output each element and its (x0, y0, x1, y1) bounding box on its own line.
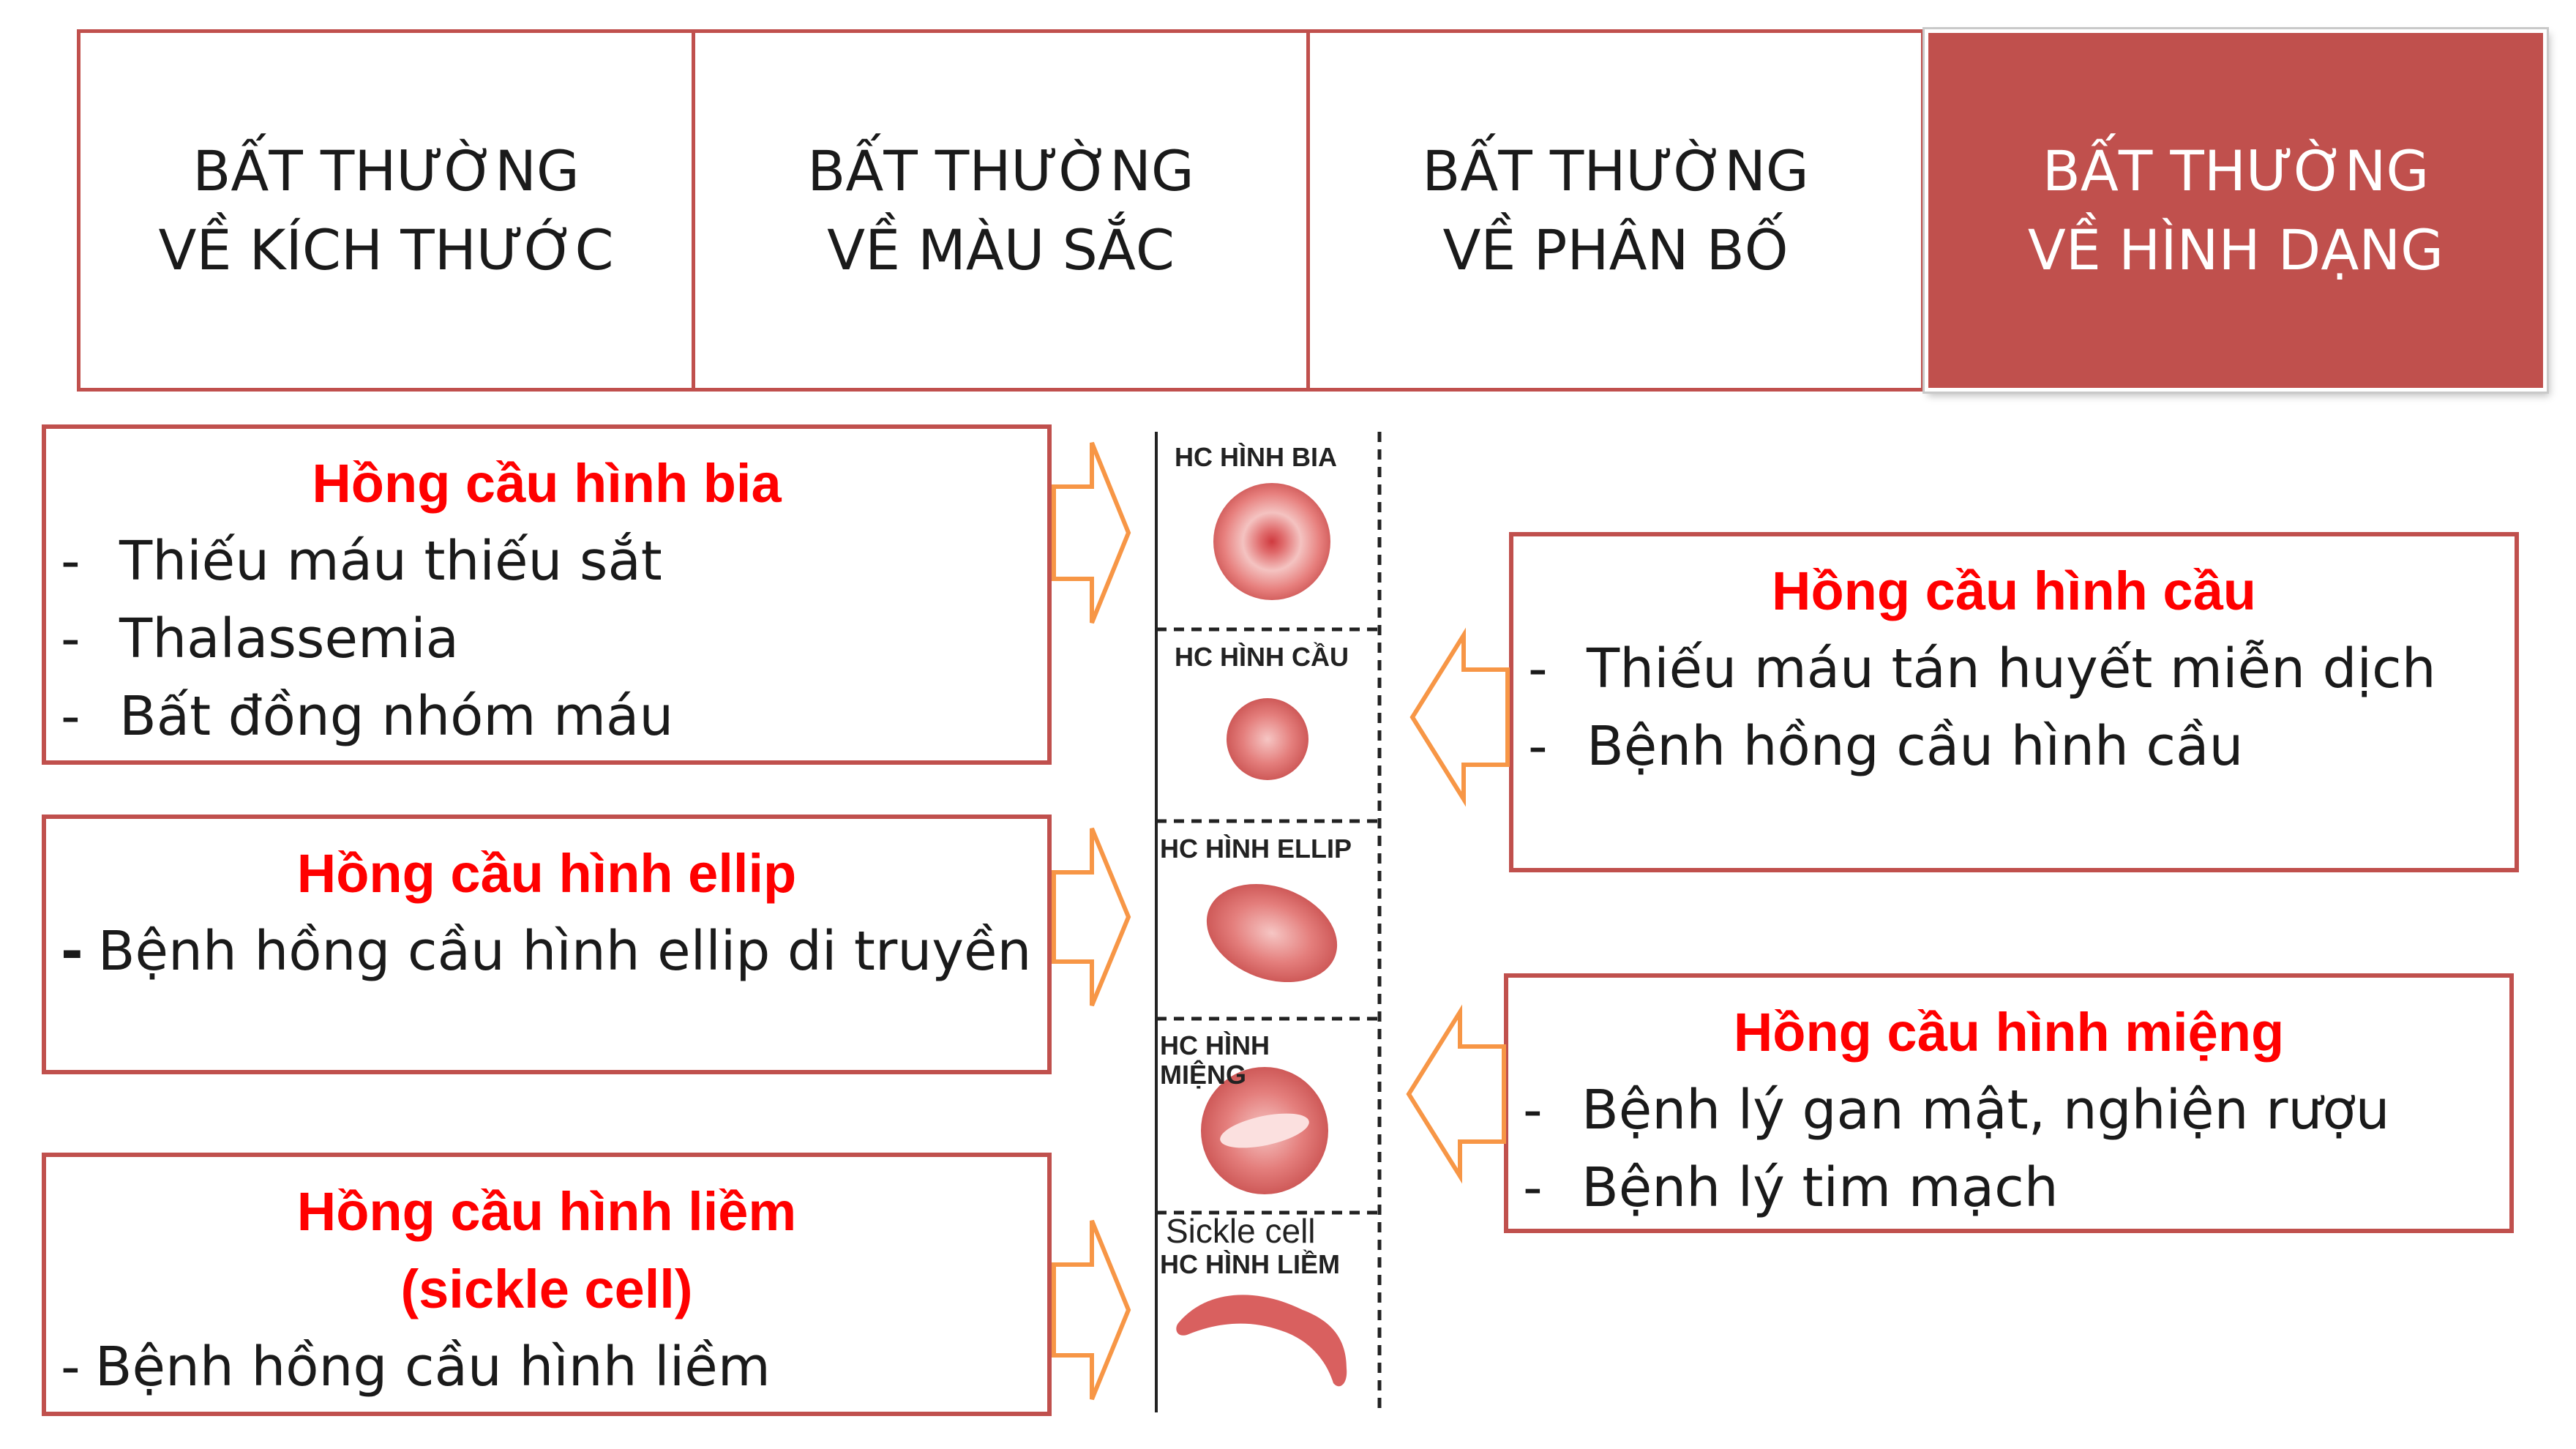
sickle-cell-icon (1176, 1295, 1347, 1387)
list-item: - Bất đồng nhóm máu (61, 685, 674, 748)
card-title: Hồng cầu hình cầu (1772, 561, 2256, 621)
tab-line2: VỀ PHÂN BỐ (1442, 217, 1789, 282)
target-cell-icon (1213, 483, 1330, 600)
card-title: Hồng cầu hình bia (312, 453, 782, 514)
tab-shape-abnormality[interactable]: BẤT THƯỜNG VỀ HÌNH DẠNG (1925, 29, 2547, 392)
list-item: - Thalassemia (61, 607, 459, 670)
list-item: - Bệnh hồng cầu hình liềm (61, 1336, 771, 1399)
card-title: Hồng cầu hình liềm (296, 1181, 797, 1242)
strip-label: Sickle cell (1166, 1212, 1316, 1250)
tab-line2: VỀ MÀU SẮC (827, 217, 1175, 282)
strip-label: HC HÌNH ELLIP (1160, 834, 1352, 864)
list-item: - Bệnh lý gan mật, nghiện rượu (1523, 1079, 2390, 1142)
card-stomatocyte: Hồng cầu hình miệng - Bệnh lý gan mật, ng… (1504, 973, 2514, 1233)
tab-size-abnormality[interactable]: BẤT THƯỜNG VỀ KÍCH THƯỚC (77, 29, 695, 392)
arrow-left-icon (1406, 1004, 1506, 1184)
card-title: Hồng cầu hình ellip (296, 843, 797, 904)
arrow-right-icon (1052, 1219, 1131, 1401)
tab-line1: BẤT THƯỜNG (2042, 138, 2430, 203)
card-sickle-cell: Hồng cầu hình liềm (sickle cell) - Bệnh h… (42, 1153, 1052, 1416)
tab-line2: VỀ KÍCH THƯỚC (158, 217, 614, 282)
card-elliptocyte: Hồng cầu hình ellip - Bệnh hồng cầu hình … (42, 815, 1052, 1074)
card-target-cell: Hồng cầu hình bia - Thiếu máu thiếu sắt -… (42, 424, 1052, 765)
list-item: - Bệnh lý tim mạch (1523, 1156, 2059, 1219)
spherocyte-icon (1227, 698, 1308, 780)
card-spherocyte: Hồng cầu hình cầu - Thiếu máu tán huyết m… (1509, 532, 2519, 872)
list-item: - Thiếu máu tán huyết miễn dịch (1528, 637, 2436, 700)
list-item: - Thiếu máu thiếu sắt (61, 530, 662, 593)
strip-label: MIỆNG (1160, 1060, 1247, 1090)
arrow-right-icon (1052, 827, 1131, 1007)
card-subtitle: (sickle cell) (400, 1259, 693, 1319)
list-item: - Bệnh hồng cầu hình ellip di truyền (61, 920, 1032, 983)
card-title: Hồng cầu hình miệng (1733, 1002, 2285, 1063)
strip-label: HC HÌNH LIỀM (1160, 1249, 1340, 1279)
elliptocyte-icon (1206, 883, 1338, 983)
tab-distribution-abnormality[interactable]: BẤT THƯỜNG VỀ PHÂN BỐ (1306, 29, 1925, 392)
strip-label: HC HÌNH BIA (1175, 442, 1337, 472)
arrow-left-icon (1409, 627, 1510, 807)
strip-label: HC HÌNH CẦU (1175, 642, 1349, 672)
category-tabs: BẤT THƯỜNG VỀ KÍCH THƯỚC BẤT THƯỜNG VỀ MÀU… (77, 29, 2547, 392)
tab-line2: VỀ HÌNH DẠNG (2027, 217, 2444, 282)
tab-line1: BẤT THƯỜNG (192, 138, 580, 203)
stomatocyte-icon (1201, 1067, 1328, 1194)
tab-line1: BẤT THƯỜNG (807, 138, 1194, 203)
tab-line1: BẤT THƯỜNG (1422, 138, 1809, 203)
rbc-shape-strip: HC HÌNH BIA HC HÌNH CẦU HC HÌNH ELLIP HC… (1153, 428, 1383, 1412)
arrow-right-icon (1052, 441, 1131, 624)
list-item: - Bệnh hồng cầu hình cầu (1528, 715, 2244, 778)
strip-label: HC HÌNH (1160, 1030, 1270, 1060)
